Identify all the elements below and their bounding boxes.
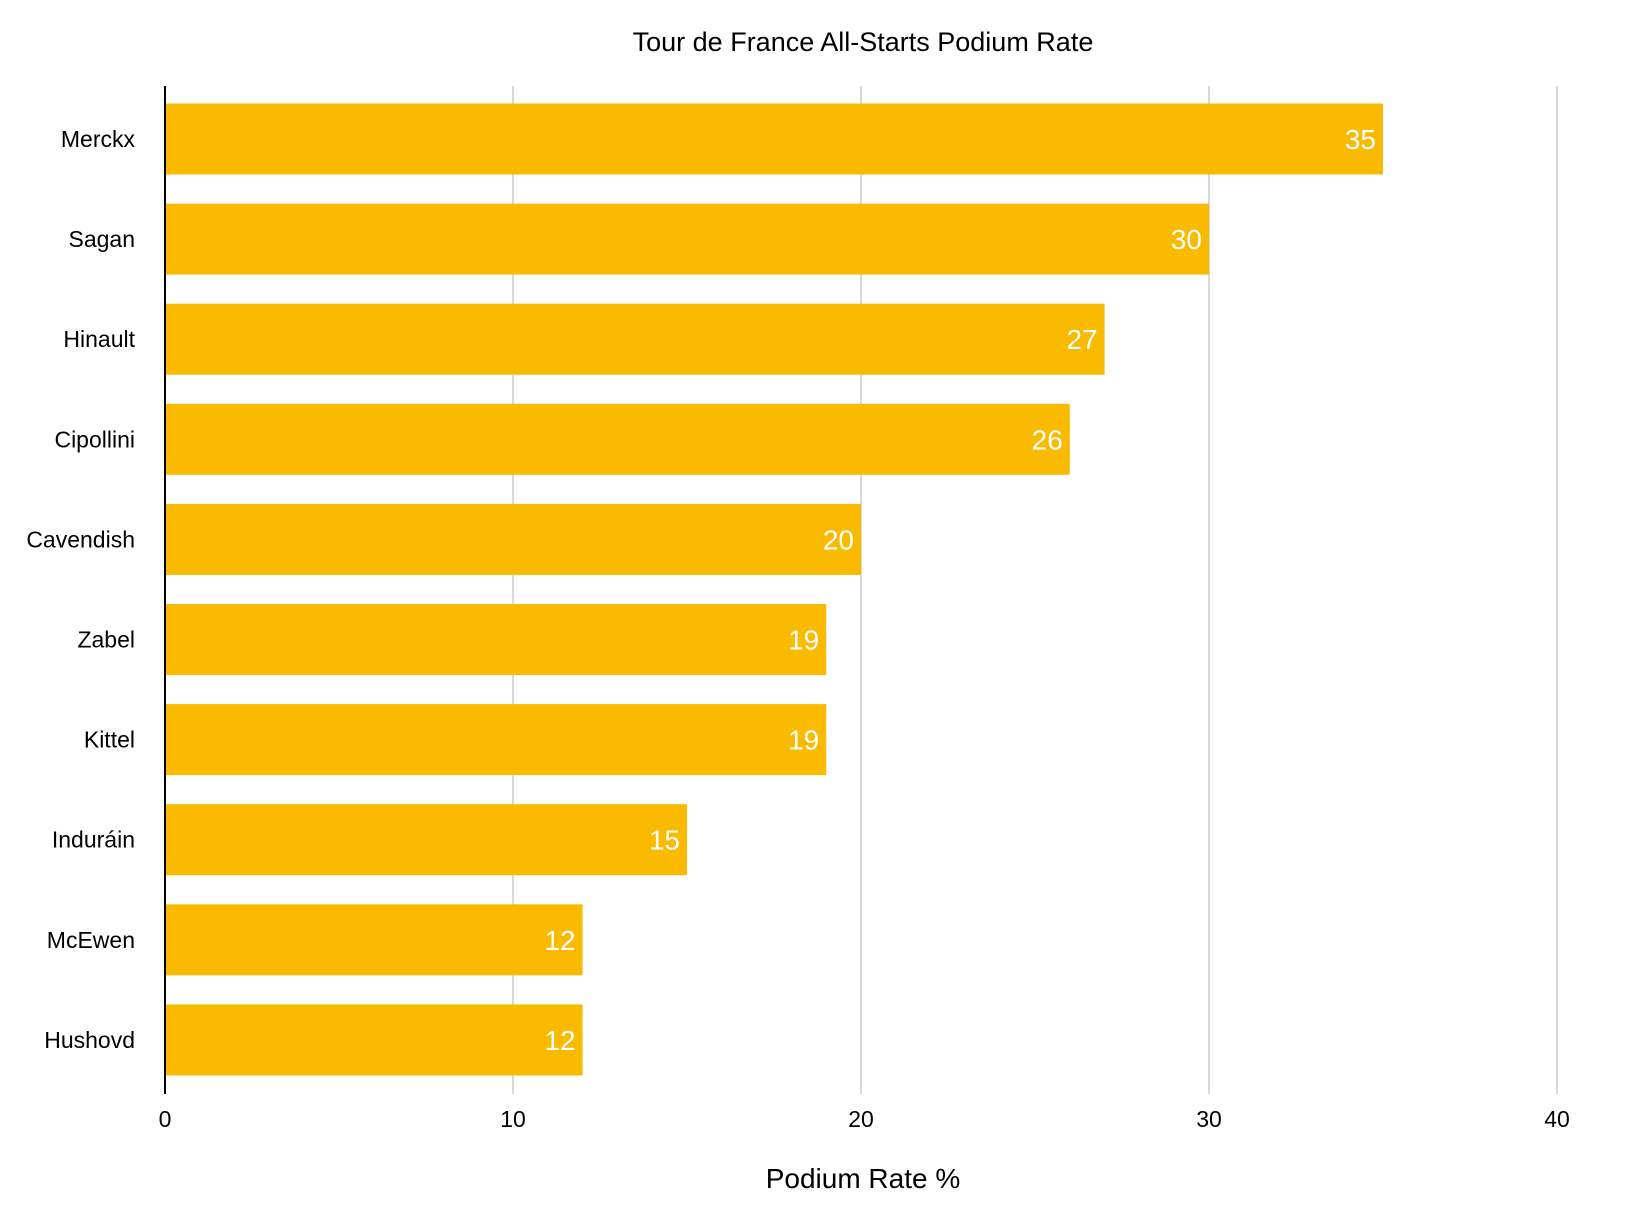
bar (165, 503, 861, 575)
bar-value-label: 19 (788, 725, 819, 756)
category-label: Induráin (52, 827, 135, 853)
bar-value-label: 12 (544, 925, 575, 956)
bar-value-label: 30 (1171, 224, 1202, 255)
bar-value-label: 15 (649, 825, 680, 856)
bar-layer: 35 30 27 26 20 19 19 15 12 12 (165, 103, 1383, 1076)
bar-value-label: 19 (788, 625, 819, 656)
bar (165, 203, 1209, 275)
x-axis-title: Podium Rate % (766, 1163, 961, 1194)
x-tick-label: 10 (500, 1106, 526, 1132)
bar (165, 403, 1070, 475)
x-tick-label: 0 (159, 1106, 172, 1132)
category-label: McEwen (47, 927, 135, 953)
category-label: Merckx (61, 126, 136, 152)
bar-value-label: 12 (544, 1025, 575, 1056)
category-label: Sagan (68, 226, 135, 252)
x-tick-labels: 0 10 20 30 40 (159, 1106, 1570, 1132)
bar (165, 103, 1383, 175)
category-label: Zabel (77, 627, 135, 653)
bar-value-label: 26 (1032, 424, 1063, 455)
bar (165, 804, 687, 876)
category-label: Cipollini (54, 426, 135, 452)
bar (165, 1004, 583, 1076)
bar (165, 904, 583, 976)
x-tick-label: 30 (1196, 1106, 1222, 1132)
category-label: Hinault (63, 326, 135, 352)
bar-value-label: 35 (1345, 124, 1376, 155)
bar (165, 604, 827, 675)
chart-title: Tour de France All-Starts Podium Rate (633, 27, 1094, 57)
bar (165, 303, 1105, 375)
bar-value-label: 20 (823, 524, 854, 555)
category-label: Kittel (84, 727, 135, 753)
category-label: Hushovd (44, 1027, 135, 1053)
bar (165, 704, 827, 776)
category-labels: Merckx Sagan Hinault Cipollini Cavendish Zabe… (26, 126, 135, 1053)
bar-value-label: 27 (1066, 324, 1097, 355)
x-tick-label: 20 (848, 1106, 874, 1132)
category-label: Cavendish (26, 526, 135, 552)
x-tick-label: 40 (1544, 1106, 1570, 1132)
